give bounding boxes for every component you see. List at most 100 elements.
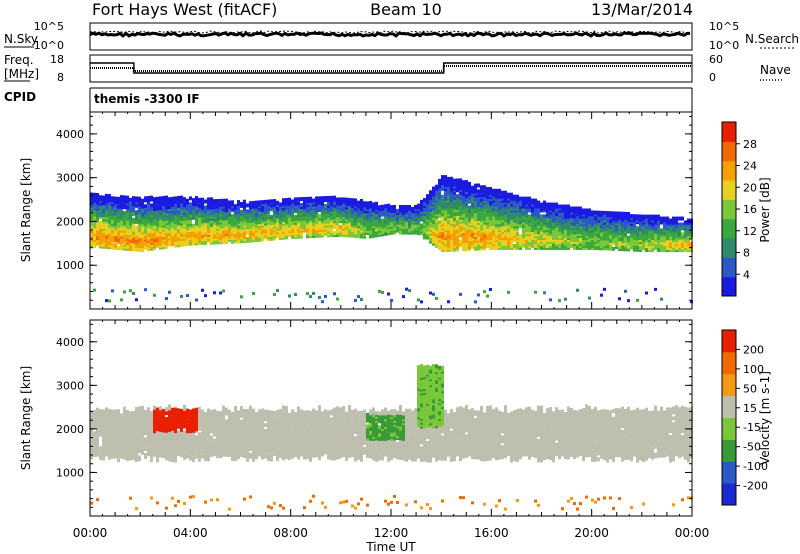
power-cell	[657, 214, 660, 219]
power-cell	[588, 208, 591, 213]
velocity-cell	[120, 413, 123, 418]
power-cell	[429, 190, 432, 195]
power-cell	[648, 246, 651, 251]
power-cell	[471, 221, 474, 226]
power-cell	[480, 226, 483, 231]
power-cell	[630, 214, 633, 219]
power-cell	[381, 290, 384, 294]
power-cell	[228, 200, 231, 205]
power-cell	[465, 180, 468, 185]
power-cell	[660, 216, 663, 221]
power-cell	[432, 186, 435, 191]
power-cell	[321, 206, 324, 211]
power-cell	[363, 226, 366, 231]
power-cell	[552, 202, 555, 207]
power-cell	[564, 297, 567, 301]
power-cell	[633, 228, 636, 233]
velocity-cell	[183, 420, 186, 425]
power-cell	[438, 224, 441, 229]
power-cell	[120, 222, 123, 227]
power-cell	[333, 201, 336, 206]
power-cell	[576, 206, 579, 211]
velocity-cell	[135, 436, 138, 441]
power-cell	[189, 196, 192, 201]
power-cell	[624, 289, 627, 293]
power-cell	[660, 228, 663, 233]
power-cell	[285, 198, 288, 203]
power-cell	[531, 228, 534, 233]
power-cell	[321, 300, 324, 304]
power-cell	[414, 224, 417, 229]
power-cell	[198, 197, 201, 202]
nave-bottom-tick: 0	[709, 71, 716, 84]
power-cell	[372, 231, 375, 236]
power-cell	[459, 178, 462, 183]
velocity-cell	[129, 456, 132, 461]
power-cell	[534, 198, 537, 203]
power-cell	[318, 206, 321, 211]
power-cell	[336, 225, 339, 230]
power-cell	[585, 241, 588, 246]
power-cell	[153, 220, 156, 225]
power-cell	[162, 195, 165, 200]
power-cell	[102, 238, 105, 243]
power-cell	[333, 195, 336, 200]
power-cell	[408, 204, 411, 209]
power-cell	[453, 231, 456, 236]
power-cell	[465, 243, 468, 248]
power-cell	[246, 236, 249, 241]
power-cell	[129, 197, 132, 202]
power-cell	[447, 176, 450, 181]
power-cell	[453, 182, 456, 187]
power-cell	[180, 240, 183, 245]
power-cell	[594, 220, 597, 225]
power-cell	[531, 241, 534, 246]
power-cell	[474, 201, 477, 206]
power-cell	[417, 203, 420, 208]
power-cell	[312, 198, 315, 203]
velocity-cell	[165, 506, 168, 510]
power-cell	[402, 204, 405, 209]
power-cell	[303, 222, 306, 227]
power-cell	[429, 291, 432, 295]
power-cell	[321, 213, 324, 218]
power-cell	[618, 211, 621, 216]
velocity-cell	[183, 404, 186, 409]
power-cell	[525, 196, 528, 201]
power-cell	[234, 221, 237, 226]
y-tick-label: 2000	[56, 215, 84, 228]
power-cell	[471, 209, 474, 214]
power-cell	[390, 216, 393, 221]
power-cell	[111, 229, 114, 234]
power-cell	[252, 291, 255, 295]
power-cell	[375, 213, 378, 218]
power-cell	[432, 292, 435, 296]
power-cell	[240, 215, 243, 220]
power-cell	[495, 188, 498, 193]
velocity-cell	[90, 439, 93, 444]
velocity-cell	[123, 436, 126, 441]
power-cell	[156, 214, 159, 219]
velocity-cell	[153, 427, 156, 432]
power-cell	[132, 227, 135, 232]
power-cell	[627, 225, 630, 230]
power-cell	[543, 200, 546, 205]
power-cell	[375, 219, 378, 224]
power-cell	[285, 205, 288, 210]
power-cell	[300, 197, 303, 202]
power-cell	[606, 244, 609, 249]
power-cell	[408, 289, 411, 293]
power-cell	[615, 211, 618, 216]
power-cell	[354, 298, 357, 302]
power-cell	[270, 228, 273, 233]
power-cell	[153, 203, 156, 208]
power-cell	[108, 233, 111, 238]
power-cell	[633, 214, 636, 219]
power-cell	[210, 238, 213, 243]
power-cell	[498, 241, 501, 246]
noise-sky-trace	[89, 31, 691, 38]
power-cell	[342, 197, 345, 202]
power-cell	[234, 204, 237, 209]
power-cell	[201, 288, 204, 292]
power-cell	[132, 196, 135, 201]
